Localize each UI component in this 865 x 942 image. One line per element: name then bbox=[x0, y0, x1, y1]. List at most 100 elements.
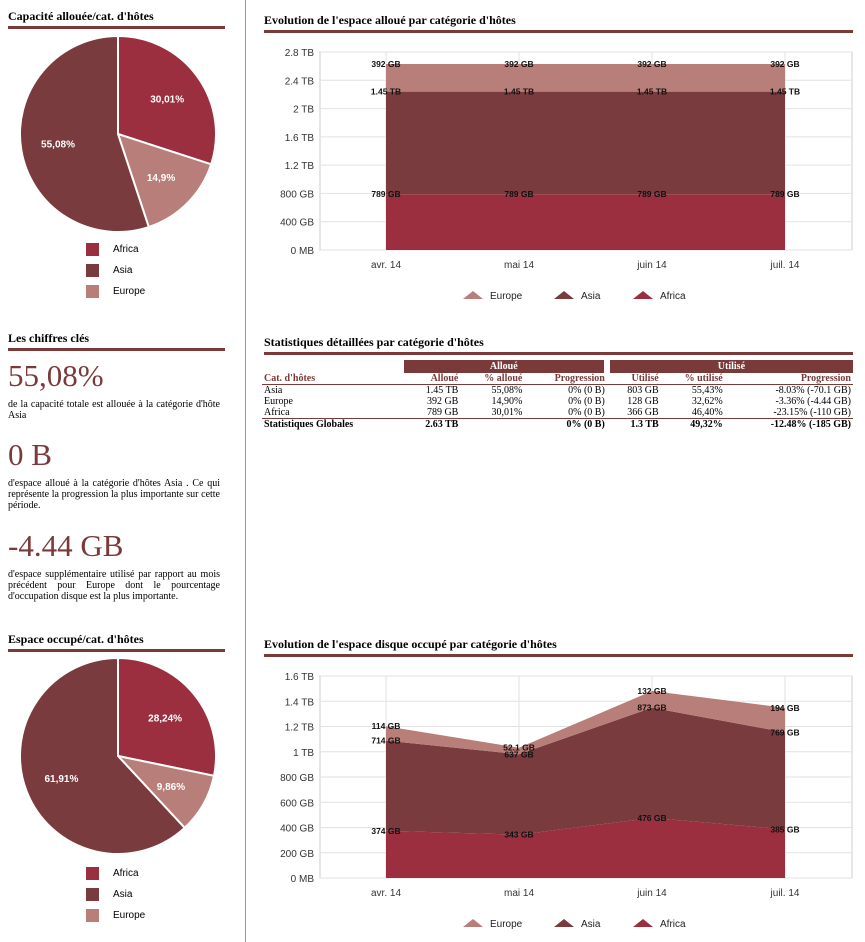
column-divider bbox=[245, 0, 246, 942]
stats-title: Statistiques détaillées par catégorie d'… bbox=[264, 335, 853, 355]
kpi-text-3: d'espace supplémentaire utilisé par rapp… bbox=[8, 569, 220, 602]
legend-item-africa: Africa bbox=[633, 291, 686, 302]
legend-swatch bbox=[463, 291, 483, 299]
data-label: 1.45 TB bbox=[371, 87, 401, 97]
data-label: 637 GB bbox=[504, 749, 533, 759]
group-header-alloue: Alloué bbox=[403, 360, 607, 373]
legend-item-africa: Africa bbox=[633, 919, 686, 930]
legend-swatch bbox=[463, 919, 483, 927]
legend-swatch bbox=[86, 285, 99, 298]
data-label: 789 GB bbox=[637, 189, 666, 199]
y-tick-label: 2.8 TB bbox=[285, 48, 315, 59]
data-label: 343 GB bbox=[504, 830, 533, 840]
y-tick-label: 1.2 TB bbox=[285, 161, 315, 172]
used-area-title: Evolution de l'espace disque occupé par … bbox=[264, 637, 853, 657]
data-label: 1.45 TB bbox=[637, 87, 667, 97]
data-label: 392 GB bbox=[770, 59, 799, 69]
area-series-asia bbox=[386, 91, 785, 195]
legend-label: Europe bbox=[490, 291, 523, 302]
data-label: 194 GB bbox=[770, 703, 799, 713]
legend-label: Asia bbox=[113, 265, 133, 277]
data-label: 132 GB bbox=[637, 686, 666, 696]
alloc-area-chart: 0 MB 400 GB 800 GB 1.2 TB 1.6 TB 2 TB 2.4 TB 2.… bbox=[280, 48, 853, 302]
pie-data-label: 14,9% bbox=[147, 173, 175, 184]
table-row: Asia 1.45 TB 55,08% 0% (0 B) 803 GB 55,4… bbox=[264, 385, 851, 396]
x-tick-label: juin 14 bbox=[636, 888, 667, 899]
y-tick-label: 400 GB bbox=[280, 824, 314, 835]
pie-data-label: 9,86% bbox=[157, 782, 185, 793]
legend-item-asia: Asia bbox=[554, 919, 601, 930]
legend-item-europe: Europe bbox=[463, 919, 523, 930]
legend-label: Europe bbox=[113, 910, 146, 922]
legend-item-africa: Africa bbox=[86, 867, 145, 888]
kpi-value-1: 55,08% bbox=[8, 358, 104, 393]
legend-label: Africa bbox=[113, 244, 139, 256]
pie-data-label: 28,24% bbox=[148, 714, 182, 725]
legend-item-asia: Asia bbox=[86, 264, 145, 285]
legend-item-europe: Europe bbox=[86, 909, 145, 930]
x-tick-label: mai 14 bbox=[504, 260, 534, 271]
legend-label: Europe bbox=[113, 286, 146, 298]
data-label: 714 GB bbox=[371, 736, 400, 746]
data-label: 392 GB bbox=[637, 59, 666, 69]
col-header: Alloué bbox=[403, 373, 461, 385]
area-series-asia bbox=[386, 707, 785, 835]
y-tick-label: 1.2 TB bbox=[285, 723, 315, 734]
data-label: 52.1 GB bbox=[503, 743, 535, 753]
legend-label: Africa bbox=[113, 868, 139, 880]
col-header: Utilisé bbox=[606, 373, 661, 385]
stats-table: Alloué Utilisé Cat. d'hôtes Alloué % all… bbox=[262, 360, 853, 430]
data-label: 374 GB bbox=[371, 826, 400, 836]
data-label: 392 GB bbox=[371, 59, 400, 69]
table-total-row: Statistiques Globales 2.63 TB 0% (0 B) 1… bbox=[262, 418, 853, 430]
x-tick-label: avr. 14 bbox=[371, 888, 401, 899]
pie-data-label: 55,08% bbox=[41, 140, 75, 151]
data-label: 873 GB bbox=[637, 703, 666, 713]
y-tick-label: 0 MB bbox=[291, 246, 315, 257]
col-header: Cat. d'hôtes bbox=[262, 373, 404, 385]
y-tick-label: 400 GB bbox=[280, 218, 314, 229]
y-tick-label: 2 TB bbox=[293, 105, 314, 116]
legend-label: Africa bbox=[660, 919, 686, 930]
x-tick-label: juil. 14 bbox=[770, 888, 800, 899]
used-pie-title: Espace occupé/cat. d'hôtes bbox=[8, 632, 225, 652]
legend-label: Europe bbox=[490, 919, 523, 930]
area-series-africa bbox=[386, 194, 785, 250]
group-header-utilise: Utilisé bbox=[603, 360, 853, 373]
y-tick-label: 1.6 TB bbox=[285, 133, 315, 144]
kpi-value-2: 0 B bbox=[8, 437, 52, 472]
alloc-pie-legend: Africa Asia Europe bbox=[86, 243, 145, 306]
legend-swatch bbox=[633, 919, 653, 927]
legend-swatch bbox=[633, 291, 653, 299]
legend-label: Africa bbox=[660, 291, 686, 302]
y-tick-label: 2.4 TB bbox=[285, 76, 315, 87]
used-pie-legend: Africa Asia Europe bbox=[86, 867, 145, 930]
pie-data-label: 30,01% bbox=[150, 94, 184, 105]
x-tick-label: juil. 14 bbox=[770, 260, 800, 271]
legend-item-europe: Europe bbox=[463, 291, 523, 302]
kpi-text-2: d'espace alloué à la catégorie d'hôtes A… bbox=[8, 478, 220, 511]
table-row: Europe 392 GB 14,90% 0% (0 B) 128 GB 32,… bbox=[264, 396, 851, 407]
pie-data-label: 61,91% bbox=[44, 774, 78, 785]
legend-swatch bbox=[86, 264, 99, 277]
x-tick-label: avr. 14 bbox=[371, 260, 401, 271]
y-tick-label: 800 GB bbox=[280, 189, 314, 200]
alloc-area-title: Evolution de l'espace alloué par catégor… bbox=[264, 13, 853, 33]
pie-slice-africa bbox=[117, 36, 217, 166]
y-tick-label: 1.6 TB bbox=[285, 672, 315, 683]
data-label: 385 GB bbox=[770, 824, 799, 834]
alloc-pie-chart: 30,01% 14,9% 55,08% bbox=[19, 36, 217, 233]
area-series-europe bbox=[386, 691, 785, 755]
y-tick-label: 800 GB bbox=[280, 773, 314, 784]
kpi-value-3: -4.44 GB bbox=[8, 528, 124, 563]
area-series-europe bbox=[386, 63, 785, 92]
legend-swatch bbox=[86, 888, 99, 901]
data-label: 1.45 TB bbox=[504, 87, 534, 97]
alloc-pie-title: Capacité allouée/cat. d'hôtes bbox=[8, 9, 225, 29]
data-label: 769 GB bbox=[770, 727, 799, 737]
used-area-chart: 0 MB 200 GB 400 GB 600 GB 800 GB 1 TB 1.2 TB 1.… bbox=[280, 672, 853, 930]
legend-swatch bbox=[554, 919, 574, 927]
data-label: 476 GB bbox=[637, 813, 666, 823]
data-label: 789 GB bbox=[371, 189, 400, 199]
legend-label: Asia bbox=[581, 919, 601, 930]
